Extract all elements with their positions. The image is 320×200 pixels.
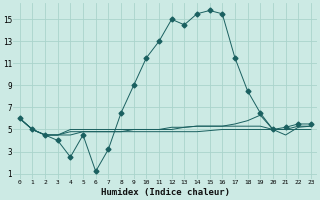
X-axis label: Humidex (Indice chaleur): Humidex (Indice chaleur) — [101, 188, 230, 197]
